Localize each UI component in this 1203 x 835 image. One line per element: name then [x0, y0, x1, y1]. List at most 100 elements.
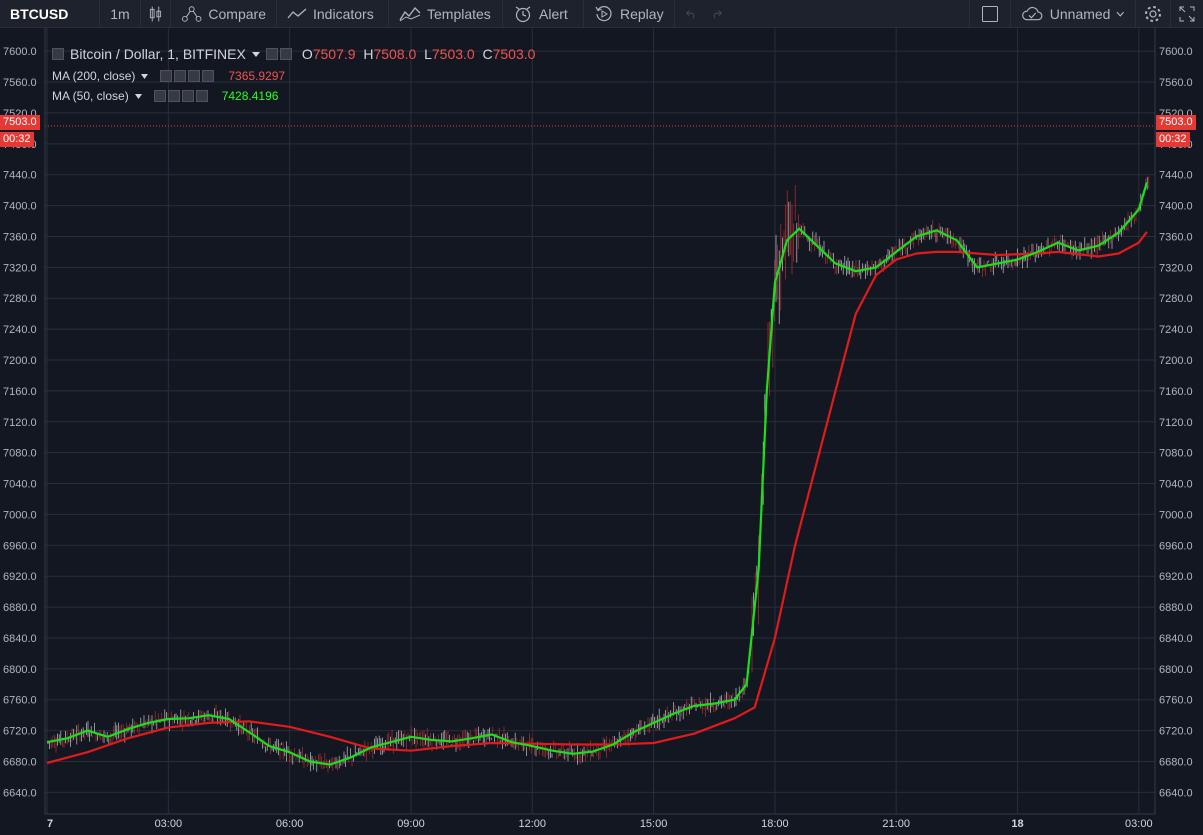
ohlc-readout: O7507.9 H7508.0 L7503.0 C7503.0: [301, 46, 536, 62]
y-tick-label-right: 6680.0: [1159, 756, 1193, 768]
ma50-value: 7428.4196: [221, 89, 279, 103]
redo-icon[interactable]: [711, 8, 723, 20]
y-tick-label-left: 7440.0: [3, 170, 37, 182]
ma200-legend[interactable]: MA (200, close) 7365.9297: [52, 69, 285, 83]
interval-button[interactable]: 1m: [100, 0, 141, 27]
y-tick-label-left: 7120.0: [3, 417, 37, 429]
price-chart[interactable]: 6640.0 6640.0 6680.0 6680.0 6720.0 6720.0 6760…: [0, 28, 1203, 835]
undo-icon[interactable]: [685, 8, 697, 20]
cloud-icon: [1022, 6, 1043, 20]
top-toolbar: BTCUSD 1m Compare Indicators Templates A…: [0, 0, 1203, 28]
ma50-line: [46, 182, 1148, 766]
ma200-label: MA (200, close): [52, 69, 136, 83]
y-tick-label-left: 7560.0: [3, 77, 37, 89]
settings-button[interactable]: [1135, 0, 1170, 27]
fullscreen-area-button[interactable]: [969, 0, 1010, 27]
y-tick-label-left: 7600.0: [3, 46, 37, 58]
y-tick-label-left: 7320.0: [3, 262, 37, 274]
price-tag-left: 7503.0: [0, 115, 40, 130]
y-tick-label-left: 7160.0: [3, 386, 37, 398]
y-tick-label-right: 7560.0: [1159, 77, 1193, 89]
y-tick-label-right: 7080.0: [1159, 448, 1193, 460]
gear-icon[interactable]: [279, 48, 292, 60]
chevron-down-icon[interactable]: [134, 93, 142, 99]
alert-label: Alert: [539, 5, 568, 22]
chevron-down-icon[interactable]: [251, 51, 260, 57]
x-tick-label: 18:00: [761, 818, 789, 830]
y-tick-label-right: 7240.0: [1159, 324, 1193, 336]
eye-icon[interactable]: [265, 48, 278, 60]
x-tick-label: 21:00: [882, 818, 910, 830]
chart-style-button[interactable]: [141, 0, 171, 27]
chevron-down-icon: [1116, 11, 1125, 17]
y-tick-label-right: 7320.0: [1159, 262, 1193, 274]
x-tick-label: 03:00: [1125, 818, 1153, 830]
y-tick-label-left: 6920.0: [3, 571, 37, 583]
y-tick-label-left: 6840.0: [3, 633, 37, 645]
indicators-icon: [287, 8, 307, 18]
y-tick-label-left: 7200.0: [3, 355, 37, 367]
y-tick-label-left: 6960.0: [3, 540, 37, 552]
replay-icon: [595, 5, 612, 21]
indicators-button[interactable]: Indicators: [277, 0, 389, 27]
countdown-tag-left: 00:32: [0, 132, 34, 147]
x-tick-label: 06:00: [276, 818, 304, 830]
y-tick-label-right: 7120.0: [1159, 417, 1193, 429]
y-tick-label-left: 6640.0: [3, 787, 37, 799]
price-tag-right: 7503.0: [1156, 115, 1196, 130]
alarm-clock-icon: [515, 6, 531, 22]
countdown-tag-right: 00:32: [1156, 132, 1190, 147]
layout-name: Unnamed: [1049, 5, 1111, 22]
layout-save-button[interactable]: Unnamed: [1010, 0, 1135, 27]
y-tick-label-right: 7440.0: [1159, 170, 1193, 182]
alert-button[interactable]: Alert: [503, 0, 584, 27]
y-tick-label-right: 7160.0: [1159, 386, 1193, 398]
compare-icon: [181, 5, 202, 22]
templates-icon: [399, 6, 421, 21]
indicators-label: Indicators: [313, 5, 374, 22]
symbol-title: Bitcoin / Dollar, 1, BITFINEX: [70, 46, 246, 62]
y-tick-label-right: 7600.0: [1159, 46, 1193, 58]
y-tick-label-right: 7400.0: [1159, 201, 1193, 213]
y-tick-label-left: 6800.0: [3, 664, 37, 676]
y-tick-label-right: 6840.0: [1159, 633, 1193, 645]
y-tick-label-left: 7040.0: [3, 479, 37, 491]
indicator-controls[interactable]: [153, 90, 208, 102]
ma50-legend[interactable]: MA (50, close) 7428.4196: [52, 89, 278, 103]
y-tick-label-left: 7400.0: [3, 201, 37, 213]
templates-button[interactable]: Templates: [389, 0, 503, 27]
compare-label: Compare: [208, 5, 266, 22]
fullscreen-button[interactable]: [1170, 0, 1203, 27]
y-tick-label-right: 7000.0: [1159, 509, 1193, 521]
y-tick-label-right: 6960.0: [1159, 540, 1193, 552]
gear-icon: [1145, 5, 1161, 22]
y-tick-label-left: 7240.0: [3, 324, 37, 336]
y-tick-label-left: 7360.0: [3, 231, 37, 243]
y-tick-label-right: 6880.0: [1159, 602, 1193, 614]
x-tick-label: 18: [1011, 818, 1023, 830]
replay-button[interactable]: Replay: [584, 0, 675, 27]
y-tick-label-left: 6720.0: [3, 726, 37, 738]
y-tick-label-right: 6760.0: [1159, 695, 1193, 707]
y-tick-label-left: 7080.0: [3, 448, 37, 460]
y-tick-label-right: 6640.0: [1159, 787, 1193, 799]
x-tick-label: 03:00: [155, 818, 183, 830]
collapse-legend-icon[interactable]: [52, 48, 64, 60]
x-tick-label: 12:00: [519, 818, 547, 830]
fullscreen-icon: [1179, 6, 1195, 21]
x-tick-label: 7: [47, 818, 53, 830]
y-tick-label-right: 7200.0: [1159, 355, 1193, 367]
y-tick-label-left: 6880.0: [3, 602, 37, 614]
y-tick-label-right: 6920.0: [1159, 571, 1193, 583]
symbol-search-button[interactable]: BTCUSD: [0, 0, 100, 27]
y-tick-label-right: 7360.0: [1159, 231, 1193, 243]
chevron-down-icon[interactable]: [141, 73, 149, 79]
compare-button[interactable]: Compare: [171, 0, 277, 27]
y-tick-label-right: 6800.0: [1159, 664, 1193, 676]
y-tick-label-right: 7040.0: [1159, 479, 1193, 491]
indicator-controls[interactable]: [160, 70, 215, 82]
x-tick-label: 15:00: [640, 818, 668, 830]
replay-label: Replay: [620, 5, 664, 22]
y-tick-label-left: 6680.0: [3, 756, 37, 768]
undo-redo-group: [675, 0, 733, 27]
